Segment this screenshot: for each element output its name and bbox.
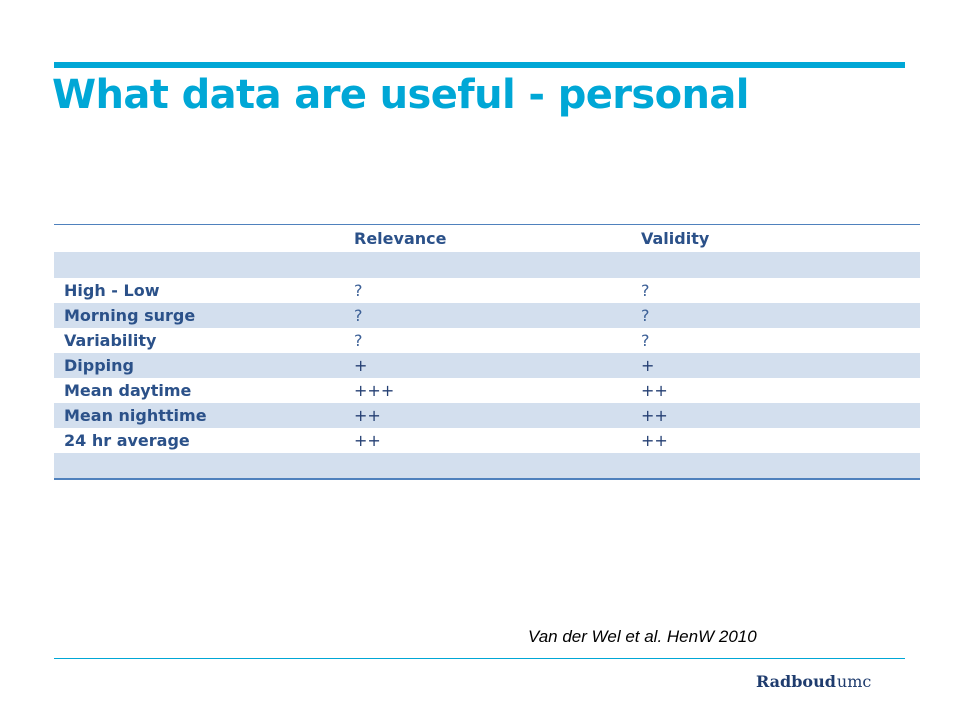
title-accent-rule xyxy=(54,62,905,68)
row-label: Dipping xyxy=(54,353,354,378)
relevance-cell: +++ xyxy=(354,381,395,400)
table-spacer-row xyxy=(54,252,920,278)
footer-rule xyxy=(54,658,905,659)
logo-sub-text: umc xyxy=(836,672,872,691)
header-cell-validity: Validity xyxy=(641,229,710,248)
table-spacer-row xyxy=(54,453,920,479)
table-row: Morning surge ? ? xyxy=(54,303,920,328)
relevance-cell: + xyxy=(354,353,641,378)
table-row: Mean nighttime ++ ++ xyxy=(54,403,920,428)
row-label: High - Low xyxy=(64,281,160,300)
header-cell-relevance: Relevance xyxy=(354,229,447,248)
citation: Van der Wel et al. HenW 2010 xyxy=(528,627,757,646)
radboudumc-logo: Radboudumc xyxy=(756,672,871,691)
table-header-row: Relevance Validity xyxy=(54,225,920,253)
logo-main-text: Radboud xyxy=(756,672,836,691)
relevance-cell: ++ xyxy=(354,403,641,428)
validity-cell: ? xyxy=(641,331,650,350)
relevance-cell: ? xyxy=(354,303,641,328)
table-row: Variability ? ? xyxy=(54,328,920,353)
relevance-cell: ? xyxy=(354,281,363,300)
table-row: 24 hr average ++ ++ xyxy=(54,428,920,453)
slide-title: What data are useful - personal xyxy=(52,72,749,118)
row-label: 24 hr average xyxy=(64,431,190,450)
validity-cell: ++ xyxy=(641,431,668,450)
data-table: Relevance Validity High - Low ? ? Mornin… xyxy=(54,224,920,480)
validity-cell: ++ xyxy=(641,403,920,428)
validity-cell: ? xyxy=(641,281,650,300)
table-row: High - Low ? ? xyxy=(54,278,920,303)
row-label: Variability xyxy=(64,331,157,350)
validity-cell: ++ xyxy=(641,381,668,400)
relevance-cell: ? xyxy=(354,331,363,350)
row-label: Mean nighttime xyxy=(54,403,354,428)
row-label: Morning surge xyxy=(54,303,354,328)
table-row: Mean daytime +++ ++ xyxy=(54,378,920,403)
table-row: Dipping + + xyxy=(54,353,920,378)
validity-cell: ? xyxy=(641,303,920,328)
validity-cell: + xyxy=(641,353,920,378)
relevance-cell: ++ xyxy=(354,431,381,450)
header-cell-empty xyxy=(54,225,354,253)
row-label: Mean daytime xyxy=(64,381,192,400)
